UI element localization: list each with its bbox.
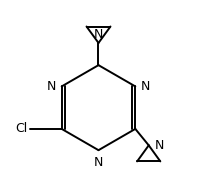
Text: N: N <box>46 80 56 93</box>
Text: N: N <box>94 28 103 41</box>
Text: N: N <box>94 156 103 169</box>
Text: Cl: Cl <box>15 122 27 135</box>
Text: N: N <box>154 139 164 152</box>
Text: N: N <box>141 80 151 93</box>
